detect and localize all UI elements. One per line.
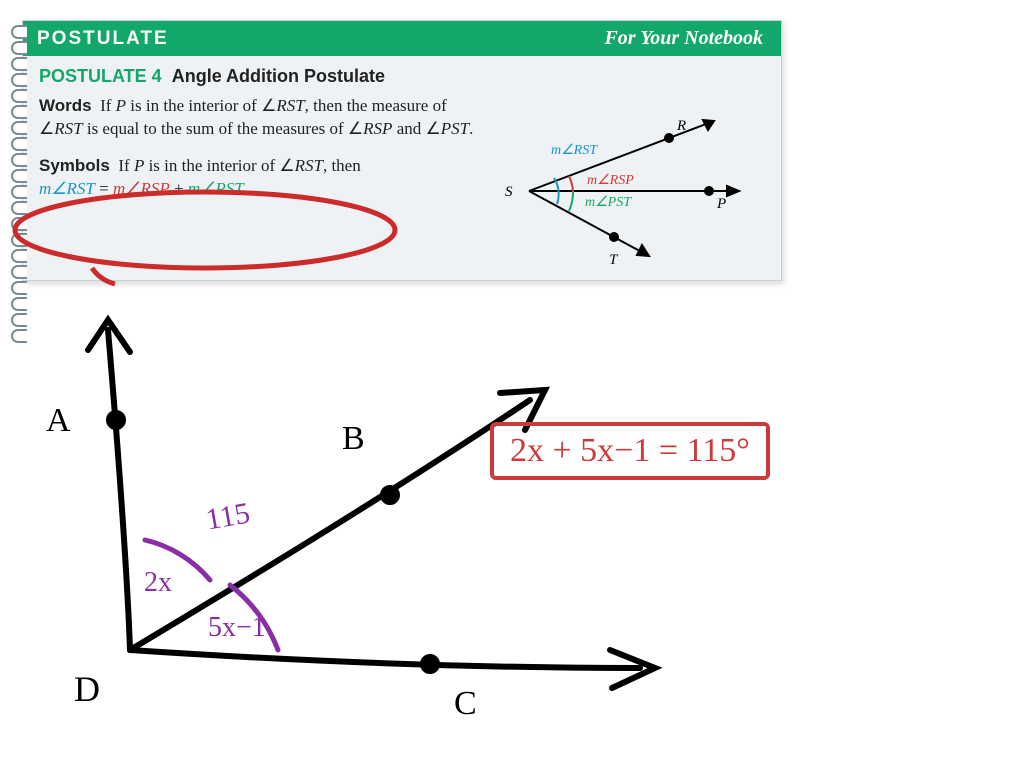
symbols-paragraph: Symbols If P is in the interior of ∠RST,… — [39, 155, 479, 201]
angle-bdc-label: 5x−1 — [208, 612, 266, 644]
handwritten-diagram — [30, 290, 990, 750]
svg-text:R: R — [676, 118, 686, 134]
postulate-name: Angle Addition Postulate — [172, 66, 385, 86]
label-c: C — [454, 685, 477, 723]
label-d: D — [74, 668, 100, 710]
card-content: POSTULATE 4 Angle Addition Postulate Wor… — [23, 56, 781, 280]
postulate-card: POSTULATE For Your Notebook POSTULATE 4 … — [22, 20, 782, 281]
words-lead: Words — [39, 96, 92, 115]
card-header: POSTULATE For Your Notebook — [23, 21, 781, 56]
header-left: POSTULATE — [37, 28, 169, 50]
svg-text:T: T — [609, 252, 619, 266]
symbols-lead: Symbols — [39, 156, 110, 175]
label-a: A — [46, 402, 71, 440]
postulate-number: POSTULATE 4 — [39, 66, 162, 86]
svg-text:P: P — [716, 196, 726, 212]
printed-angle-diagram: R P T S m∠RST m∠RSP m∠PST — [499, 96, 769, 266]
arc-label-rsp: m∠RSP — [587, 173, 634, 188]
arc-label-rst: m∠RST — [551, 143, 598, 158]
angle-adb-label: 2x — [144, 567, 172, 599]
label-b: B — [342, 420, 365, 458]
words-paragraph: Words If P is in the interior of ∠RST, t… — [39, 95, 479, 141]
symbols-formula: m∠RST = m∠RSP + m∠PST. — [39, 178, 479, 201]
page: POSTULATE For Your Notebook POSTULATE 4 … — [0, 0, 1024, 768]
svg-text:S: S — [505, 184, 513, 200]
arc-label-pst: m∠PST — [585, 195, 632, 210]
header-right: For Your Notebook — [604, 27, 763, 50]
equation-box: 2x + 5x−1 = 115° — [490, 422, 770, 480]
postulate-title: POSTULATE 4 Angle Addition Postulate — [39, 66, 765, 87]
